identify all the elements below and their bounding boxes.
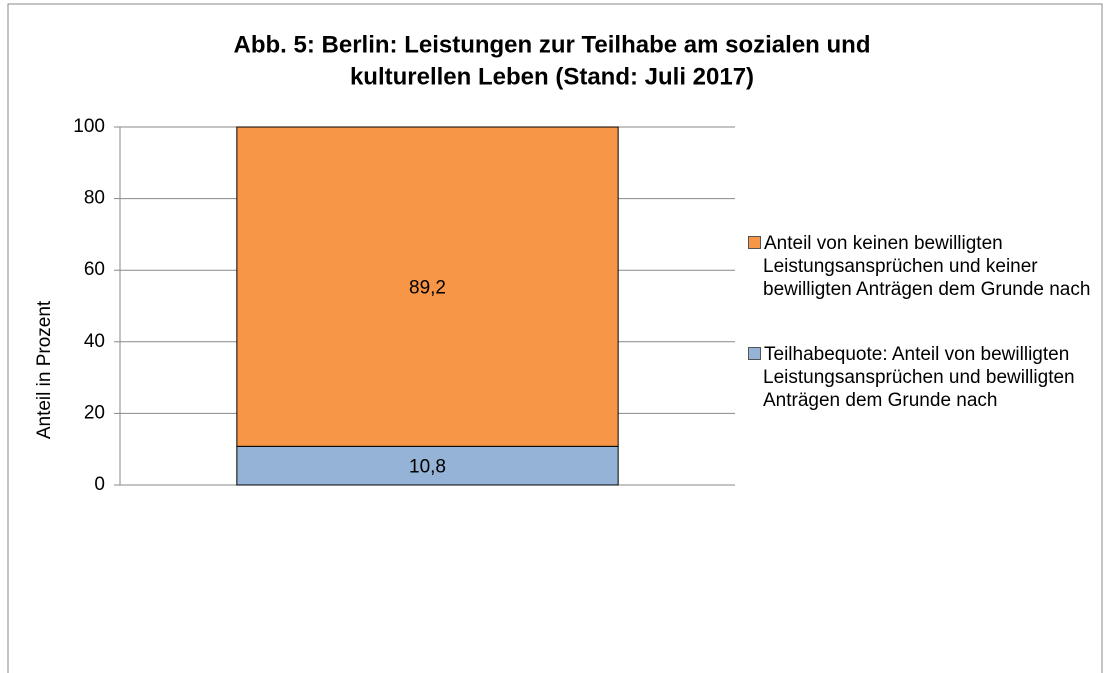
y-tick-label: 100 [73,116,105,137]
legend-label: Anteil von keinen bewilligten Leistungsa… [763,233,1091,300]
y-tick-label: 20 [84,402,105,423]
legend-entry: Anteil von keinen bewilligten Leistungsa… [748,232,1104,301]
legend-label: Teilhabequote: Anteil von bewilligten Le… [763,344,1075,411]
legend: Anteil von keinen bewilligten Leistungsa… [748,232,1104,454]
y-tick-label: 60 [84,259,105,280]
chart-title: Abb. 5: Berlin: Leistungen zur Teilhabe … [234,31,871,58]
data-label: 10,8 [409,457,446,478]
bar-segment [236,126,619,447]
legend-swatch [748,236,761,249]
y-tick-label: 40 [84,331,105,352]
bar-segment [236,445,619,486]
legend-entry: Teilhabequote: Anteil von bewilligten Le… [748,343,1104,412]
legend-swatch [748,347,761,360]
chart-title: kulturellen Leben (Stand: Juli 2017) [350,63,754,90]
data-label: 89,2 [409,278,446,299]
y-tick-label: 0 [94,474,105,495]
y-tick-label: 80 [84,188,105,209]
y-axis-label: Anteil in Prozent [34,300,55,439]
